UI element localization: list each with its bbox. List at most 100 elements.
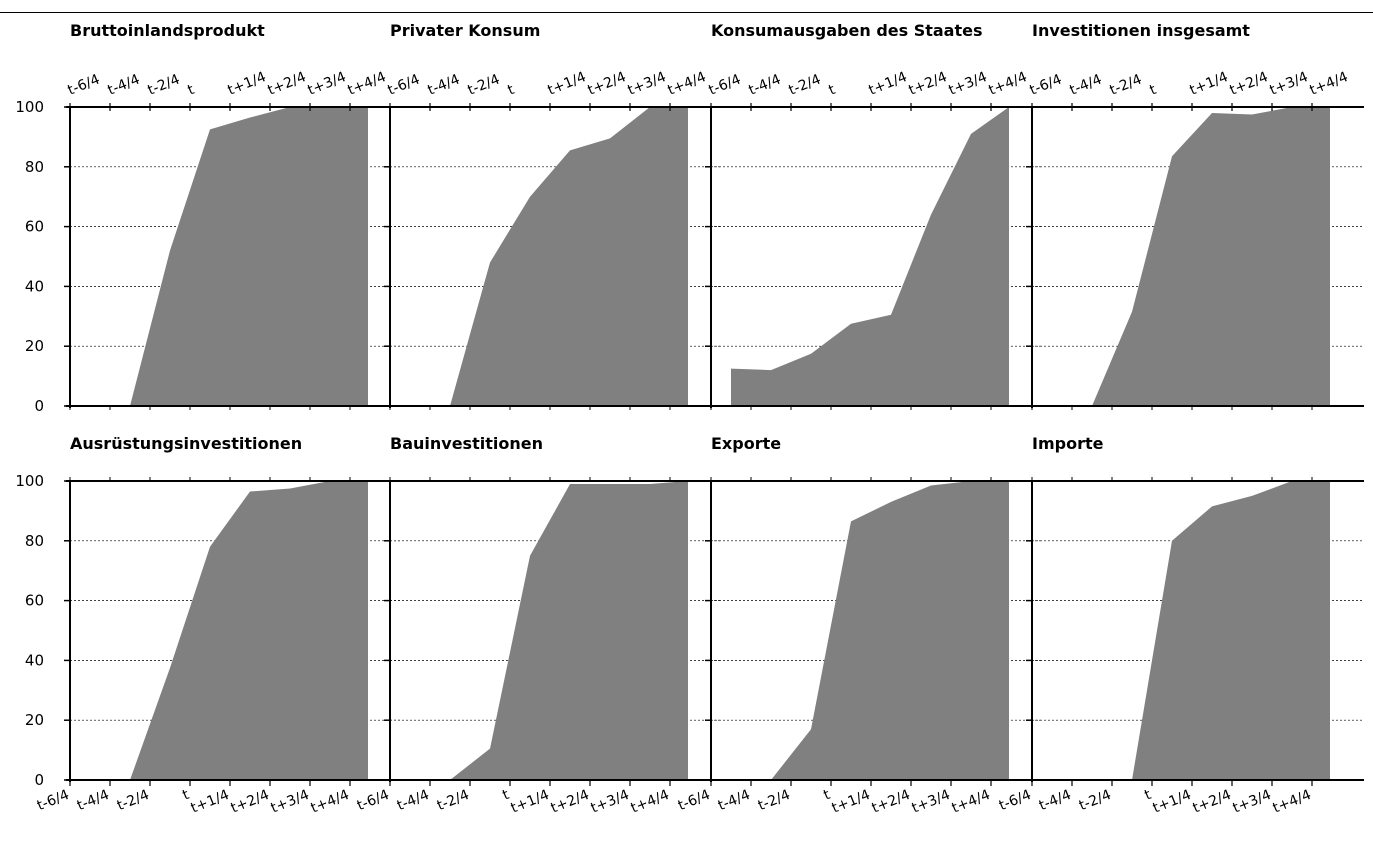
x-tick-label-2-1: t-4/4 (747, 71, 784, 98)
area-series-0 (70, 107, 368, 406)
x-tick-label-6-3: t (821, 787, 833, 804)
area-series-2 (731, 107, 1009, 406)
y-tick-label-row1-1: 20 (25, 711, 44, 729)
x-tick-label-1-6: t+3/4 (626, 69, 669, 99)
x-tick-label-0-1: t-4/4 (106, 71, 143, 98)
x-tick-label-7-1: t-4/4 (1037, 787, 1074, 814)
x-tick-label-5-3: t (500, 787, 512, 804)
x-tick-label-6-6: t+3/4 (910, 787, 953, 817)
y-tick-label-row1-0: 0 (34, 771, 44, 789)
x-tick-label-0-4: t+1/4 (226, 69, 269, 99)
x-tick-label-6-4: t+1/4 (830, 787, 873, 817)
panel-title-3: Investitionen insgesamt (1032, 21, 1250, 40)
y-tick-label-row0-4: 80 (25, 158, 44, 176)
x-tick-label-4-0: t-6/4 (35, 787, 72, 814)
panel-title-5: Bauinvestitionen (390, 434, 543, 453)
x-tick-label-3-2: t-2/4 (1108, 71, 1145, 98)
x-tick-label-4-5: t+2/4 (229, 787, 272, 817)
y-tick-label-row0-1: 20 (25, 337, 44, 355)
panel-title-0: Bruttoinlandsprodukt (70, 21, 265, 40)
x-tick-label-0-7: t+4/4 (346, 69, 389, 99)
y-tick-label-row1-5: 100 (15, 472, 44, 490)
x-tick-label-6-2: t-2/4 (756, 787, 793, 814)
panel-title-1: Privater Konsum (390, 21, 540, 40)
x-tick-label-0-3: t (186, 82, 198, 99)
x-tick-label-5-0: t-6/4 (355, 787, 392, 814)
y-tick-label-row1-4: 80 (25, 532, 44, 550)
x-tick-label-2-6: t+3/4 (947, 69, 990, 99)
x-tick-label-5-2: t-2/4 (435, 787, 472, 814)
x-tick-label-5-5: t+2/4 (549, 787, 592, 817)
panel-1: Privater Konsum t-6/4 t-4/4 t-2/4 t t+1/4t+2/… (384, 21, 722, 410)
x-tick-label-1-5: t+2/4 (586, 69, 629, 99)
y-tick-label-row0-2: 40 (25, 277, 44, 295)
x-tick-label-4-2: t-2/4 (115, 787, 152, 814)
x-tick-label-7-3: t (1142, 787, 1154, 804)
x-tick-label-4-4: t+1/4 (189, 787, 232, 817)
x-tick-label-7-0: t-6/4 (997, 787, 1034, 814)
x-tick-label-4-1: t-4/4 (75, 787, 112, 814)
y-tick-label-row0-5: 100 (15, 98, 44, 116)
x-tick-label-3-0: t-6/4 (1028, 71, 1065, 98)
y-tick-label-row0-3: 60 (25, 218, 44, 236)
x-tick-label-2-7: t+4/4 (987, 69, 1030, 99)
x-tick-label-0-0: t-6/4 (66, 71, 103, 98)
header-rule (0, 12, 1373, 13)
panel-3: Investitionen insgesamt t-6/4 t-4/4 t-2/4 t t… (1026, 21, 1364, 410)
x-tick-label-3-1: t-4/4 (1068, 71, 1105, 98)
x-tick-label-1-2: t-2/4 (466, 71, 503, 98)
x-tick-label-2-3: t (827, 82, 839, 99)
panel-title-7: Importe (1032, 434, 1104, 453)
x-tick-label-4-6: t+3/4 (269, 787, 312, 817)
x-tick-label-4-7: t+4/4 (309, 787, 352, 817)
area-series-3 (1032, 107, 1330, 406)
x-tick-label-0-2: t-2/4 (146, 71, 183, 98)
x-tick-label-5-4: t+1/4 (509, 787, 552, 817)
x-tick-label-0-6: t+3/4 (306, 69, 349, 99)
x-tick-label-3-3: t (1148, 82, 1160, 99)
panel-0: Bruttoinlandsprodukt t-6/4 t-4/4 t-2/4 t t+1/… (64, 21, 402, 410)
area-series-5 (390, 481, 688, 780)
x-tick-label-6-7: t+4/4 (950, 787, 993, 817)
x-tick-label-3-7: t+4/4 (1308, 69, 1351, 99)
x-tick-label-1-7: t+4/4 (666, 69, 709, 99)
area-series-1 (390, 107, 688, 406)
x-tick-label-5-6: t+3/4 (589, 787, 632, 817)
x-tick-label-1-1: t-4/4 (426, 71, 463, 98)
y-tick-label-row0-0: 0 (34, 397, 44, 415)
x-tick-label-2-5: t+2/4 (907, 69, 950, 99)
x-tick-label-1-4: t+1/4 (546, 69, 589, 99)
x-tick-label-3-4: t+1/4 (1188, 69, 1231, 99)
x-tick-label-1-3: t (506, 82, 518, 99)
y-tick-label-row1-3: 60 (25, 592, 44, 610)
x-tick-label-7-5: t+2/4 (1191, 787, 1234, 817)
x-tick-label-2-2: t-2/4 (787, 71, 824, 98)
x-tick-label-0-5: t+2/4 (266, 69, 309, 99)
x-tick-label-2-4: t+1/4 (867, 69, 910, 99)
panel-2: Konsumausgaben des Staates t-6/4 t-4/4 t-2/… (705, 21, 1043, 410)
x-tick-label-6-1: t-4/4 (716, 787, 753, 814)
x-tick-label-6-0: t-6/4 (676, 787, 713, 814)
area-series-4 (70, 481, 368, 780)
x-tick-label-1-0: t-6/4 (386, 71, 423, 98)
x-tick-label-7-2: t-2/4 (1077, 787, 1114, 814)
x-tick-label-3-6: t+3/4 (1268, 69, 1311, 99)
x-tick-label-7-4: t+1/4 (1151, 787, 1194, 817)
area-series-6 (711, 481, 1009, 780)
y-tick-label-row1-2: 40 (25, 651, 44, 669)
panel-title-6: Exporte (711, 434, 781, 453)
x-tick-label-2-0: t-6/4 (707, 71, 744, 98)
panel-title-4: Ausrüstungsinvestitionen (70, 434, 302, 453)
x-tick-label-6-5: t+2/4 (870, 787, 913, 817)
panel-7: Importe t-6/4 t-4/4 t-2/4 tt+1/4t+2/4t+3/4t+… (997, 434, 1364, 817)
area-series-7 (1032, 481, 1330, 780)
x-tick-label-7-7: t+4/4 (1271, 787, 1314, 817)
x-tick-label-5-1: t-4/4 (395, 787, 432, 814)
x-tick-label-3-5: t+2/4 (1228, 69, 1271, 99)
panel-title-2: Konsumausgaben des Staates (711, 21, 983, 40)
x-tick-label-5-7: t+4/4 (629, 787, 672, 817)
